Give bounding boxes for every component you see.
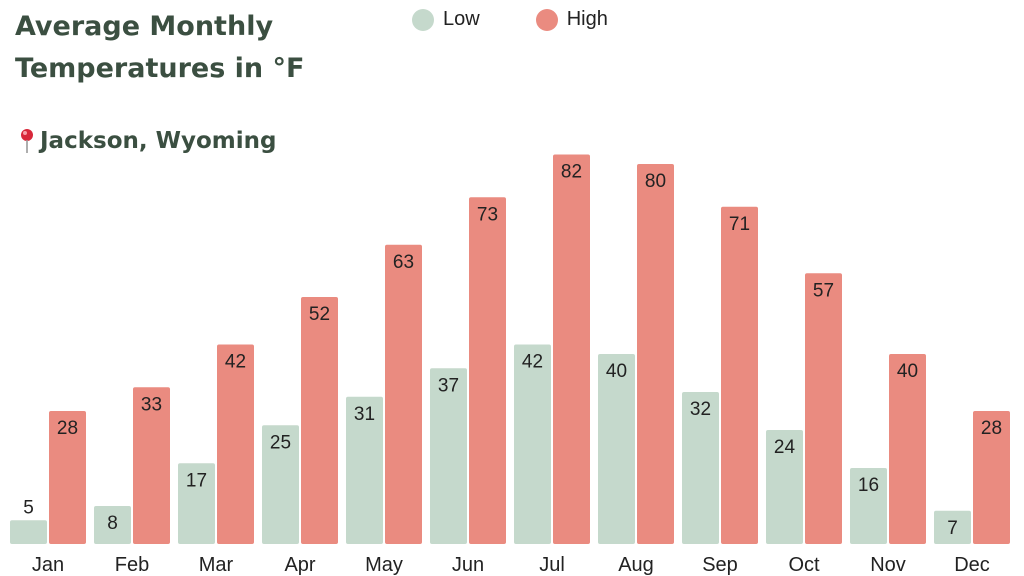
data-label-high-may: 63 [393, 252, 414, 273]
x-tick-jul: Jul [539, 554, 565, 576]
data-label-high-jun: 73 [477, 204, 498, 225]
data-label-high-sep: 71 [729, 214, 750, 235]
bar-high-nov [889, 354, 926, 544]
bar-low-sep [682, 392, 719, 544]
bar-high-jun [469, 197, 506, 544]
location-text: Jackson, Wyoming [40, 128, 277, 154]
x-tick-jun: Jun [452, 554, 484, 576]
data-label-high-jan: 28 [57, 418, 78, 439]
bar-high-dec [973, 411, 1010, 544]
bar-high-apr [301, 297, 338, 544]
data-label-low-may: 31 [354, 404, 375, 425]
x-tick-apr: Apr [284, 554, 315, 576]
data-label-low-sep: 32 [690, 399, 711, 420]
bar-low-nov [850, 468, 887, 544]
legend-swatch-high [535, 8, 558, 31]
data-label-high-aug: 80 [645, 171, 666, 192]
chart-title: Average Monthly Temperatures in °F [15, 11, 305, 84]
x-tick-jan: Jan [32, 554, 64, 576]
x-tick-feb: Feb [115, 554, 149, 576]
legend-item-low: Low [412, 8, 480, 31]
bar-low-apr [262, 425, 299, 544]
bar-high-mar [217, 344, 254, 544]
legend-label-low: Low [443, 8, 480, 30]
bar-low-may [346, 396, 383, 544]
x-tick-may: May [365, 554, 403, 576]
x-tick-oct: Oct [788, 554, 820, 576]
data-label-high-apr: 52 [309, 304, 330, 325]
data-label-high-feb: 33 [141, 394, 162, 415]
bar-low-jun [430, 368, 467, 544]
data-label-low-jan: 5 [23, 497, 34, 518]
data-label-high-mar: 42 [225, 352, 246, 373]
legend-swatch-low [412, 8, 434, 31]
bar-high-sep [721, 206, 758, 544]
legend-item-high: High [535, 8, 608, 31]
data-label-low-feb: 8 [107, 513, 118, 534]
bar-low-aug [598, 354, 635, 544]
x-tick-sep: Sep [702, 554, 738, 576]
x-tick-aug: Aug [618, 554, 654, 576]
bar-high-feb [133, 387, 170, 544]
bar-high-may [385, 244, 422, 544]
bar-low-feb [94, 506, 131, 544]
legend: Low High [412, 8, 664, 31]
bar-low-jul [514, 344, 551, 544]
bar-high-jan [49, 411, 86, 544]
map-pin-icon [21, 129, 33, 153]
x-tick-mar: Mar [199, 554, 234, 576]
location-label: Jackson, Wyoming [18, 128, 276, 154]
bar-high-aug [637, 164, 674, 544]
data-label-low-oct: 24 [774, 437, 796, 458]
data-label-high-oct: 57 [813, 280, 834, 301]
bar-low-dec [934, 510, 971, 544]
data-label-low-aug: 40 [606, 361, 627, 382]
x-axis-ticks: Jan Feb Mar Apr May Jun Jul Aug Sep Oct Nov Dec [32, 554, 990, 576]
data-label-low-dec: 7 [947, 518, 958, 539]
bar-low-mar [178, 463, 215, 544]
data-label-high-nov: 40 [897, 361, 918, 382]
bar-low-oct [766, 430, 803, 544]
data-label-low-apr: 25 [270, 432, 291, 453]
bar-low-jan [10, 520, 47, 544]
bar-high-oct [805, 273, 842, 544]
bars-group: 5 28 8 33 17 42 25 52 31 63 37 73 42 82 40 80 32 71 24 57 16… [10, 154, 1010, 544]
legend-label-high: High [566, 8, 608, 30]
x-tick-nov: Nov [870, 554, 906, 576]
data-label-low-mar: 17 [186, 470, 207, 491]
data-label-low-jul: 42 [522, 352, 543, 373]
x-tick-dec: Dec [954, 554, 990, 576]
data-label-low-jun: 37 [438, 375, 459, 396]
bar-high-jul [553, 154, 590, 544]
data-label-high-jul: 82 [561, 162, 582, 183]
data-label-high-dec: 28 [981, 418, 1002, 439]
data-label-low-nov: 16 [858, 475, 879, 496]
